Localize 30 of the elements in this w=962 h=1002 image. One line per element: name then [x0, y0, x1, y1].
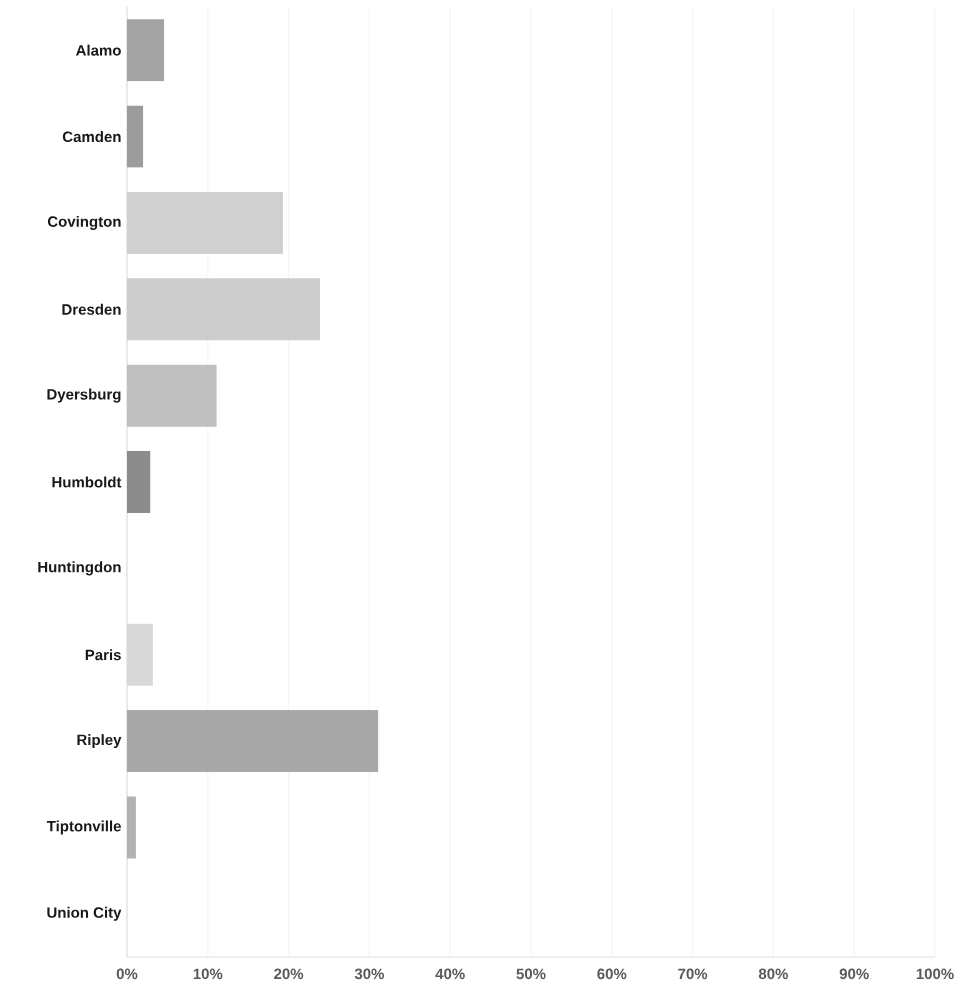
bar	[127, 191, 283, 254]
bar	[127, 710, 379, 773]
x-tick-label: 90%	[839, 968, 869, 980]
y-tick-label: Tiptonville	[46, 820, 121, 835]
y-tick-label: Dyersburg	[47, 388, 121, 403]
x-tick-label: 70%	[678, 968, 708, 980]
x-tick-label: 10%	[193, 968, 223, 980]
x-tick-label: 30%	[354, 968, 385, 980]
bar	[127, 364, 217, 427]
x-tick-label: 40%	[435, 968, 465, 980]
x-tick-label: 80%	[758, 968, 789, 980]
y-tick-label: Camden	[62, 131, 121, 143]
x-tick-label: 100%	[916, 968, 954, 980]
x-tick-label: 0%	[116, 968, 138, 980]
x-tick-label: 60%	[597, 968, 627, 980]
y-tick-label: Huntingdon	[38, 561, 121, 576]
bar	[127, 451, 151, 514]
bar	[127, 796, 136, 859]
y-tick-label: Humboldt	[52, 476, 122, 488]
x-tick-label: 50%	[516, 968, 546, 980]
y-tick-label: Paris	[85, 649, 121, 661]
y-tick-label: Alamo	[76, 44, 121, 56]
x-tick-label: 20%	[274, 968, 304, 980]
bar	[127, 278, 321, 341]
y-tick-label: Union City	[47, 906, 122, 921]
bar	[127, 105, 144, 168]
y-tick-label: Dresden	[62, 303, 121, 315]
y-tick-label: Covington	[47, 215, 121, 230]
bar	[127, 19, 165, 82]
y-tick-label: Ripley	[77, 734, 122, 749]
